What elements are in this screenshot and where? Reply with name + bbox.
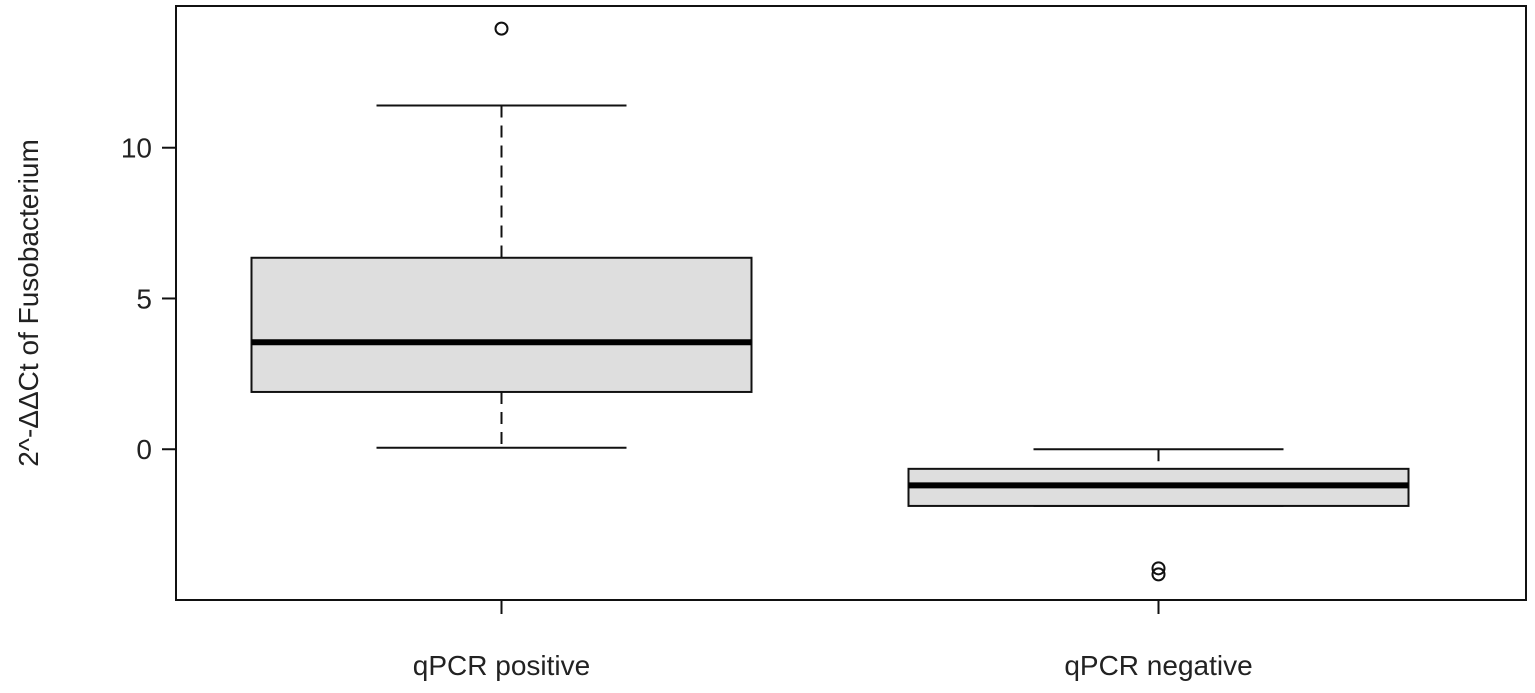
box-group: [907, 448, 1410, 582]
x-axis: qPCR positive qPCR negative: [413, 600, 1253, 681]
x-tick-label: qPCR positive: [413, 650, 590, 681]
iqr-box: [250, 256, 753, 393]
boxes: [250, 21, 1410, 582]
plot-frame: [175, 5, 1527, 601]
x-tick-label: qPCR negative: [1064, 650, 1252, 681]
box-group: [250, 21, 753, 449]
outlier-point: [1151, 561, 1166, 576]
y-tick-label: 10: [121, 133, 152, 164]
outlier-point: [1151, 567, 1166, 582]
y-tick-label: 0: [136, 434, 152, 465]
y-axis: 0 5 10: [121, 133, 176, 465]
y-tick-label: 5: [136, 283, 152, 314]
outlier-point: [494, 21, 509, 36]
y-axis-label: 2^-ΔΔCt of Fusobacterium: [13, 139, 44, 467]
